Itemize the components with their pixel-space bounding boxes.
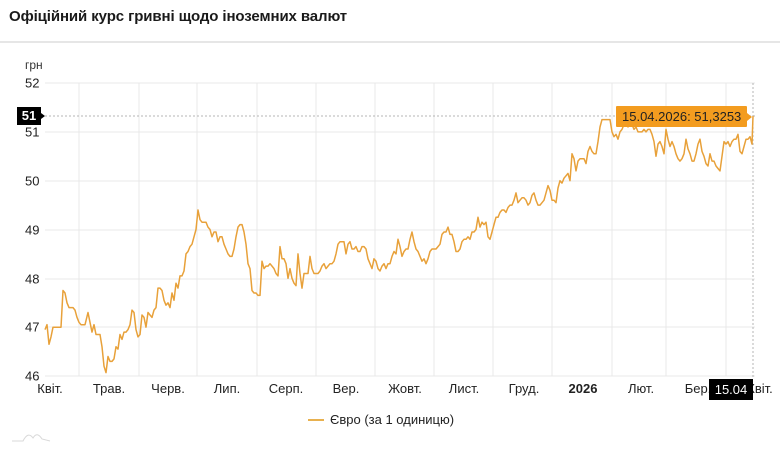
x-tick-label: 2026 — [568, 381, 598, 396]
legend-swatch — [308, 418, 324, 421]
y-axis-unit: грн — [25, 58, 43, 72]
x-tick-label: Серп. — [268, 381, 304, 396]
y-tick-label: 50 — [25, 173, 40, 189]
legend-item-euro[interactable]: Євро (за 1 одиницю) — [308, 412, 454, 427]
x-tick-label: Трав. — [92, 381, 126, 396]
x-tick-label: Груд. — [508, 381, 540, 396]
y-tick-label: 47 — [25, 319, 40, 335]
y-tick-label: 51 — [25, 124, 40, 140]
chart-logo-icon — [12, 434, 51, 442]
x-tick-label: Квіт. — [747, 381, 773, 396]
y-tick-label: 48 — [25, 271, 40, 287]
page-title: Офіційний курс гривні щодо іноземних вал… — [9, 8, 348, 25]
x-tick-label: Черв. — [151, 381, 185, 396]
grid-lines — [45, 82, 755, 377]
x-tick-label: Лип. — [213, 381, 241, 396]
x-tick-label: Лист. — [448, 381, 480, 396]
x-tick-label: Бер. — [684, 381, 712, 396]
y-tick-label: 52 — [25, 75, 40, 91]
y-tick-label: 49 — [25, 222, 40, 238]
x-tick-label: Жовт. — [388, 381, 422, 396]
x-tick-label: Лют. — [627, 381, 655, 396]
x-tick-label: Квіт. — [37, 381, 63, 396]
x-axis-date-badge: 15.04 — [709, 379, 753, 400]
x-tick-label: Вер. — [332, 381, 360, 396]
y-axis-value-badge: 51 — [17, 107, 45, 125]
title-divider — [0, 41, 780, 43]
y-tick-label: 46 — [25, 368, 40, 384]
series-line-euro[interactable] — [44, 115, 754, 374]
data-point-tooltip: 15.04.2026: 51,3253 — [616, 106, 753, 127]
legend-label: Євро (за 1 одиницю) — [330, 412, 455, 427]
